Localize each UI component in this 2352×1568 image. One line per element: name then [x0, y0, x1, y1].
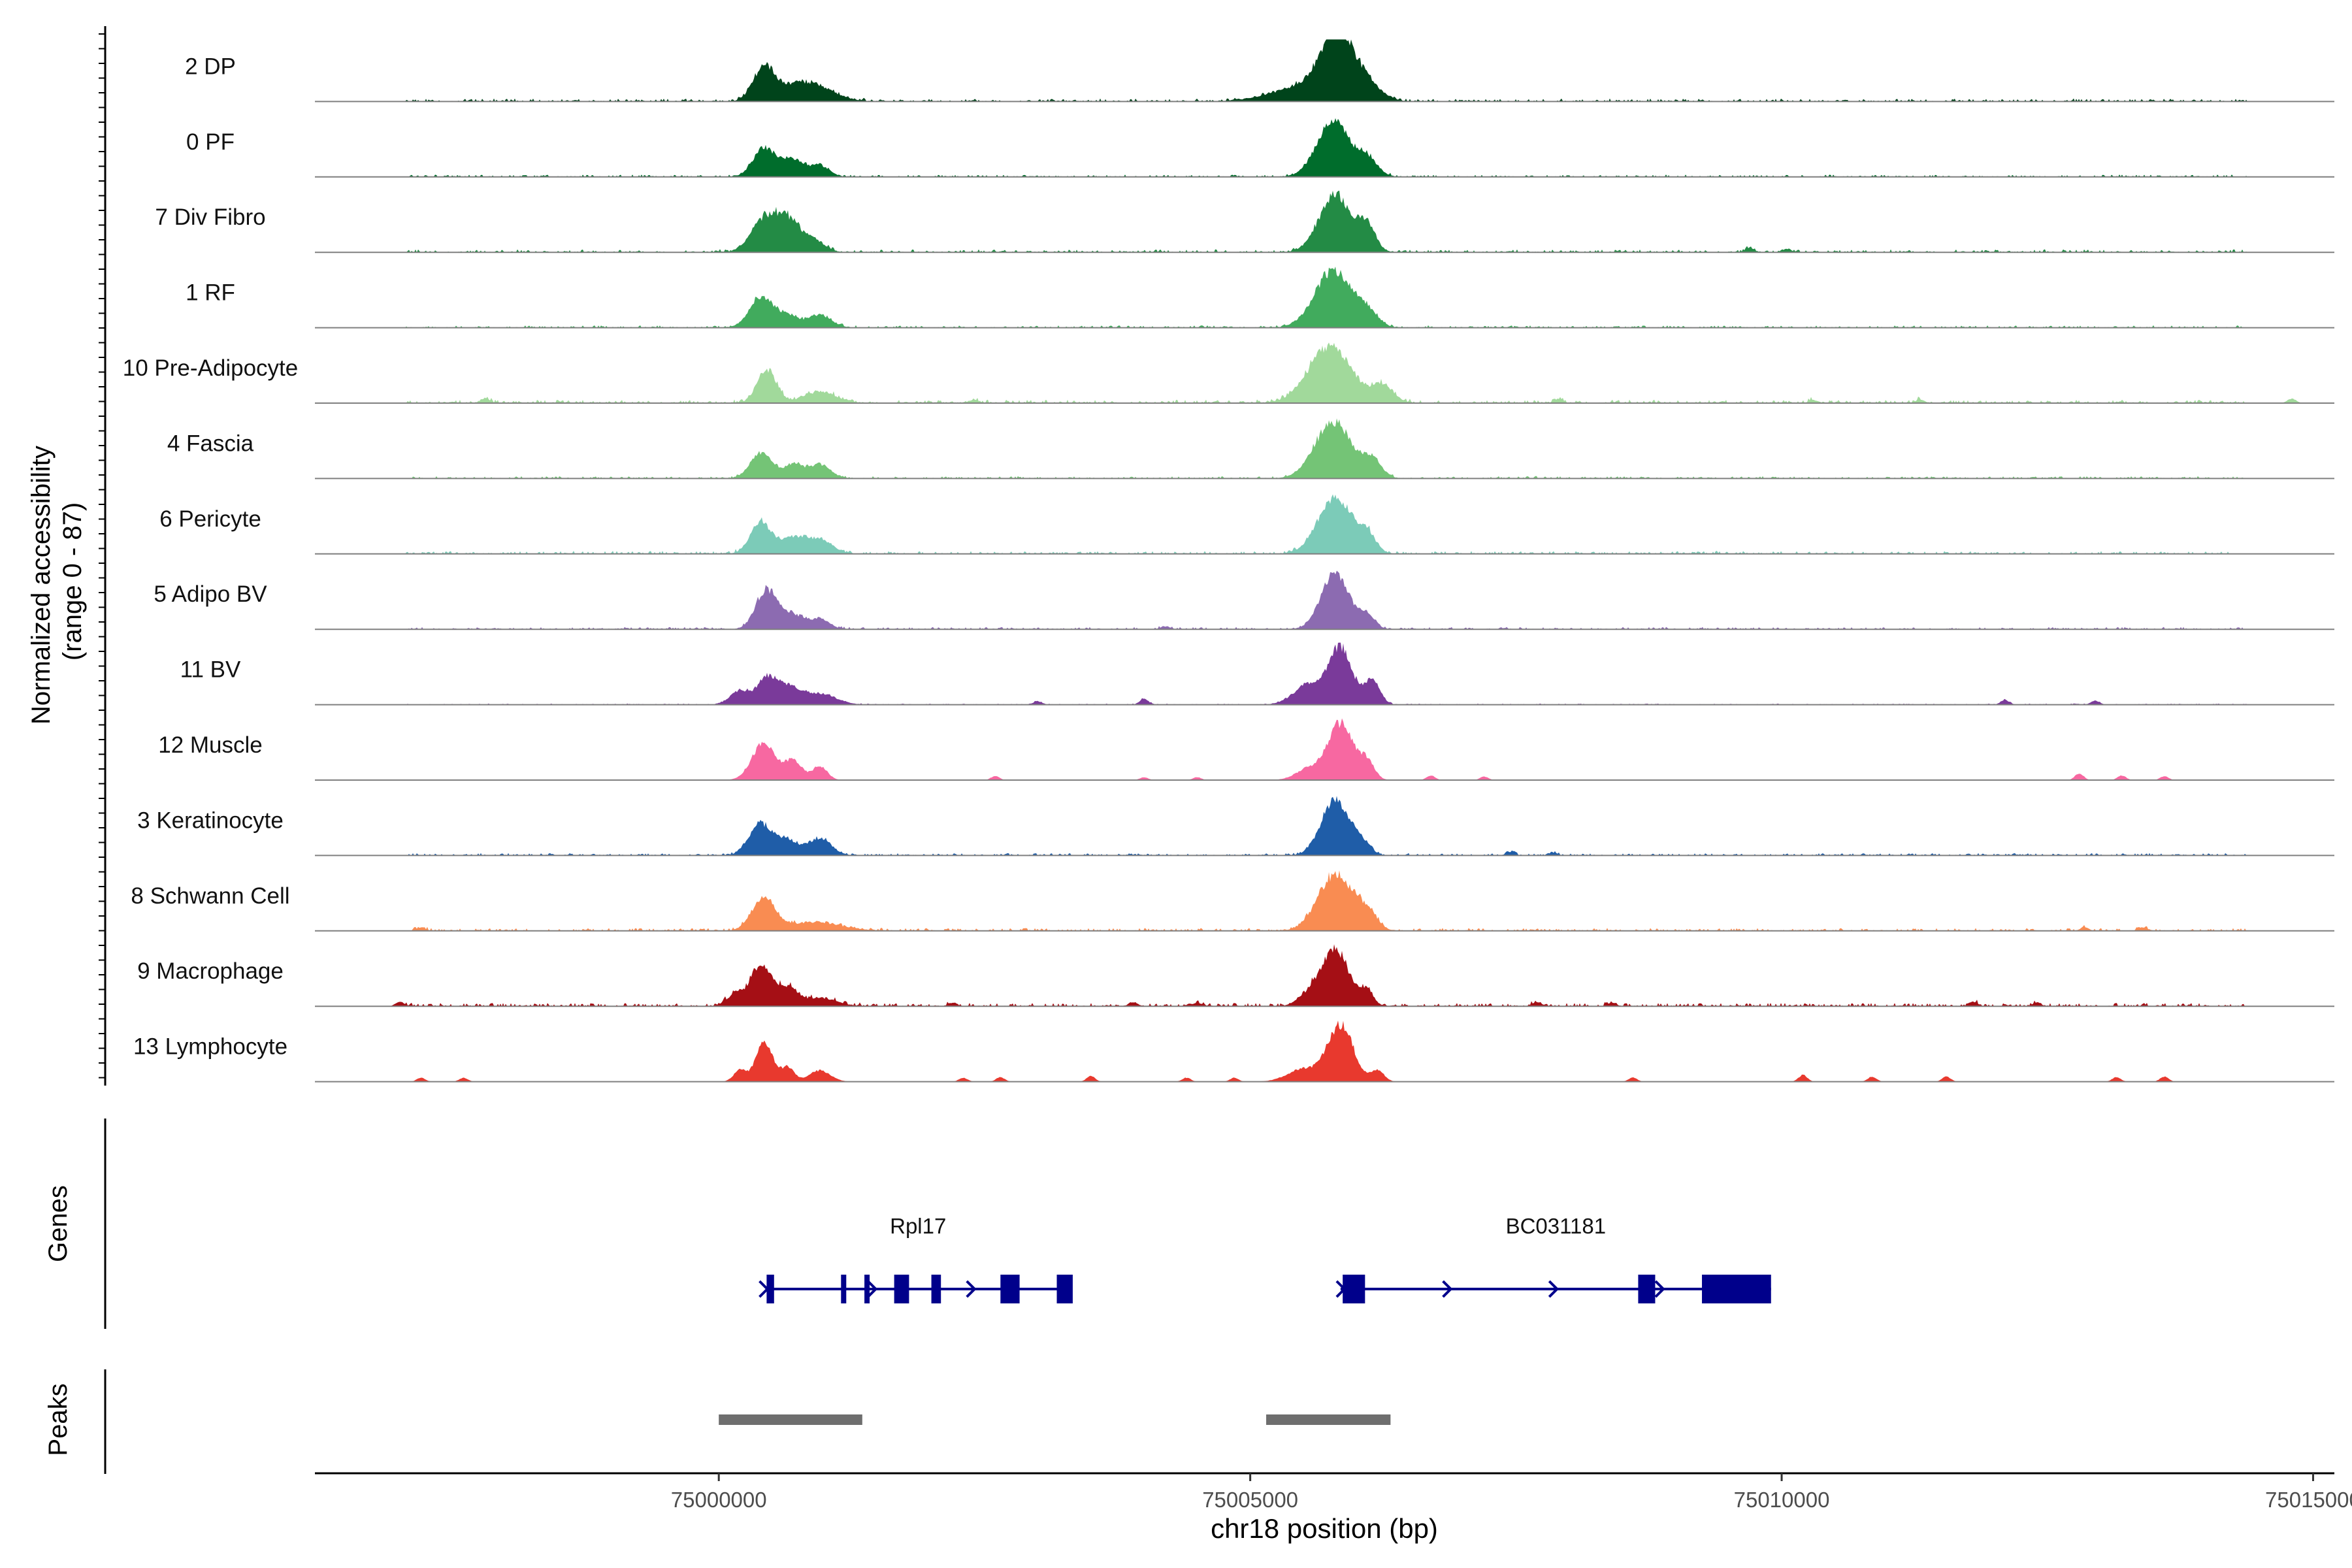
gene-name: BC031181 — [1506, 1214, 1607, 1238]
gene-exon — [1638, 1275, 1656, 1303]
y-axis-label: Normalized accessibility (range 0 - 87) — [27, 438, 87, 725]
coverage-area — [315, 39, 2334, 102]
track-label: 13 Lymphocyte — [133, 1034, 287, 1060]
track-label: 6 Pericyte — [159, 506, 261, 532]
gene-exon — [1056, 1275, 1073, 1303]
y-axis-label-line2: (range 0 - 87) — [58, 502, 87, 661]
track-4: 1 RF — [186, 267, 2334, 329]
track-8: 5 Adipo BV — [154, 570, 2334, 630]
gene-bc031181: BC031181 — [1335, 1214, 1771, 1303]
strand-arrow — [759, 1280, 770, 1298]
gene-exon — [841, 1275, 847, 1303]
strand-arrow — [1442, 1280, 1453, 1298]
track-10: 12 Muscle — [158, 718, 2334, 781]
track-label: 11 BV — [180, 657, 241, 683]
gene-name: Rpl17 — [890, 1214, 946, 1238]
x-axis: 75000000 75005000 75010000 75015000 — [315, 1472, 2352, 1512]
coverage-area — [315, 570, 2334, 630]
x-axis-label: chr18 position (bp) — [1211, 1513, 1438, 1544]
genes-track-label: Genes — [44, 1185, 73, 1262]
y-axis-label-line1: Normalized accessibility — [27, 446, 56, 725]
gene-exon — [864, 1275, 870, 1303]
x-tick-label: 75015000 — [2265, 1488, 2352, 1512]
strand-arrow — [1654, 1280, 1665, 1298]
track-2: 0 PF — [186, 118, 2334, 178]
track-5: 10 Pre-Adipocyte — [123, 342, 2334, 404]
coverage-area — [315, 642, 2334, 705]
coverage-y-axis — [99, 26, 106, 1086]
peaks-track: Peaks — [44, 1369, 1391, 1474]
track-1: 2 DP — [185, 39, 2334, 103]
x-tick-label: 75005000 — [1202, 1488, 1298, 1512]
track-label: 3 Keratinocyte — [137, 808, 284, 833]
track-label: 5 Adipo BV — [154, 581, 267, 607]
track-3: 7 Div Fibro — [155, 190, 2334, 253]
track-label: 9 Macrophage — [137, 958, 284, 984]
coverage-area — [315, 190, 2334, 253]
track-14: 13 Lymphocyte — [133, 1021, 2334, 1083]
coverage-area — [315, 718, 2334, 780]
coverage-area — [315, 118, 2334, 177]
peak-region — [719, 1414, 862, 1425]
track-9: 11 BV — [180, 642, 2334, 706]
coverage-area — [315, 267, 2334, 328]
x-tick-label: 75000000 — [671, 1488, 767, 1512]
track-label: 10 Pre-Adipocyte — [123, 355, 298, 381]
track-12: 8 Schwann Cell — [131, 870, 2334, 932]
gene-exon — [1000, 1275, 1020, 1303]
track-label: 1 RF — [186, 280, 235, 306]
peaks-track-label: Peaks — [44, 1383, 73, 1456]
coverage-area — [315, 944, 2334, 1007]
strand-arrow — [1335, 1280, 1347, 1298]
coverage-area — [315, 796, 2334, 856]
x-tick-label: 75010000 — [1734, 1488, 1830, 1512]
gene-exon — [766, 1275, 774, 1303]
track-13: 9 Macrophage — [137, 944, 2334, 1007]
peak-region — [1266, 1414, 1391, 1425]
track-7: 6 Pericyte — [159, 494, 2334, 555]
gene-exon — [1702, 1275, 1771, 1303]
track-label: 8 Schwann Cell — [131, 883, 289, 909]
strand-arrow — [867, 1280, 878, 1298]
coverage-area — [315, 870, 2334, 931]
gene-exon — [931, 1275, 941, 1303]
strand-arrow — [1548, 1280, 1560, 1298]
track-label: 12 Muscle — [158, 732, 263, 758]
strand-arrow — [966, 1280, 977, 1298]
gene-exon — [894, 1275, 909, 1303]
track-label: 7 Div Fibro — [155, 204, 265, 230]
coverage-area — [315, 342, 2334, 403]
coverage-area — [315, 418, 2334, 479]
gene-exon — [1343, 1275, 1365, 1303]
gene-annotation-track: Genes Rpl17 BC031181 — [44, 1119, 1771, 1329]
coverage-area — [315, 494, 2334, 554]
coverage-tracks: 2 DP 0 PF 7 Div Fibro 1 RF 10 Pre-Adipocyte 4… — [123, 39, 2334, 1083]
track-label: 0 PF — [186, 129, 235, 155]
track-label: 2 DP — [185, 54, 236, 79]
track-6: 4 Fascia — [167, 418, 2334, 480]
track-label: 4 Fascia — [167, 431, 254, 456]
gene-rpl17: Rpl17 — [759, 1214, 1073, 1303]
track-11: 3 Keratinocyte — [137, 796, 2334, 857]
coverage-area — [315, 1021, 2334, 1082]
